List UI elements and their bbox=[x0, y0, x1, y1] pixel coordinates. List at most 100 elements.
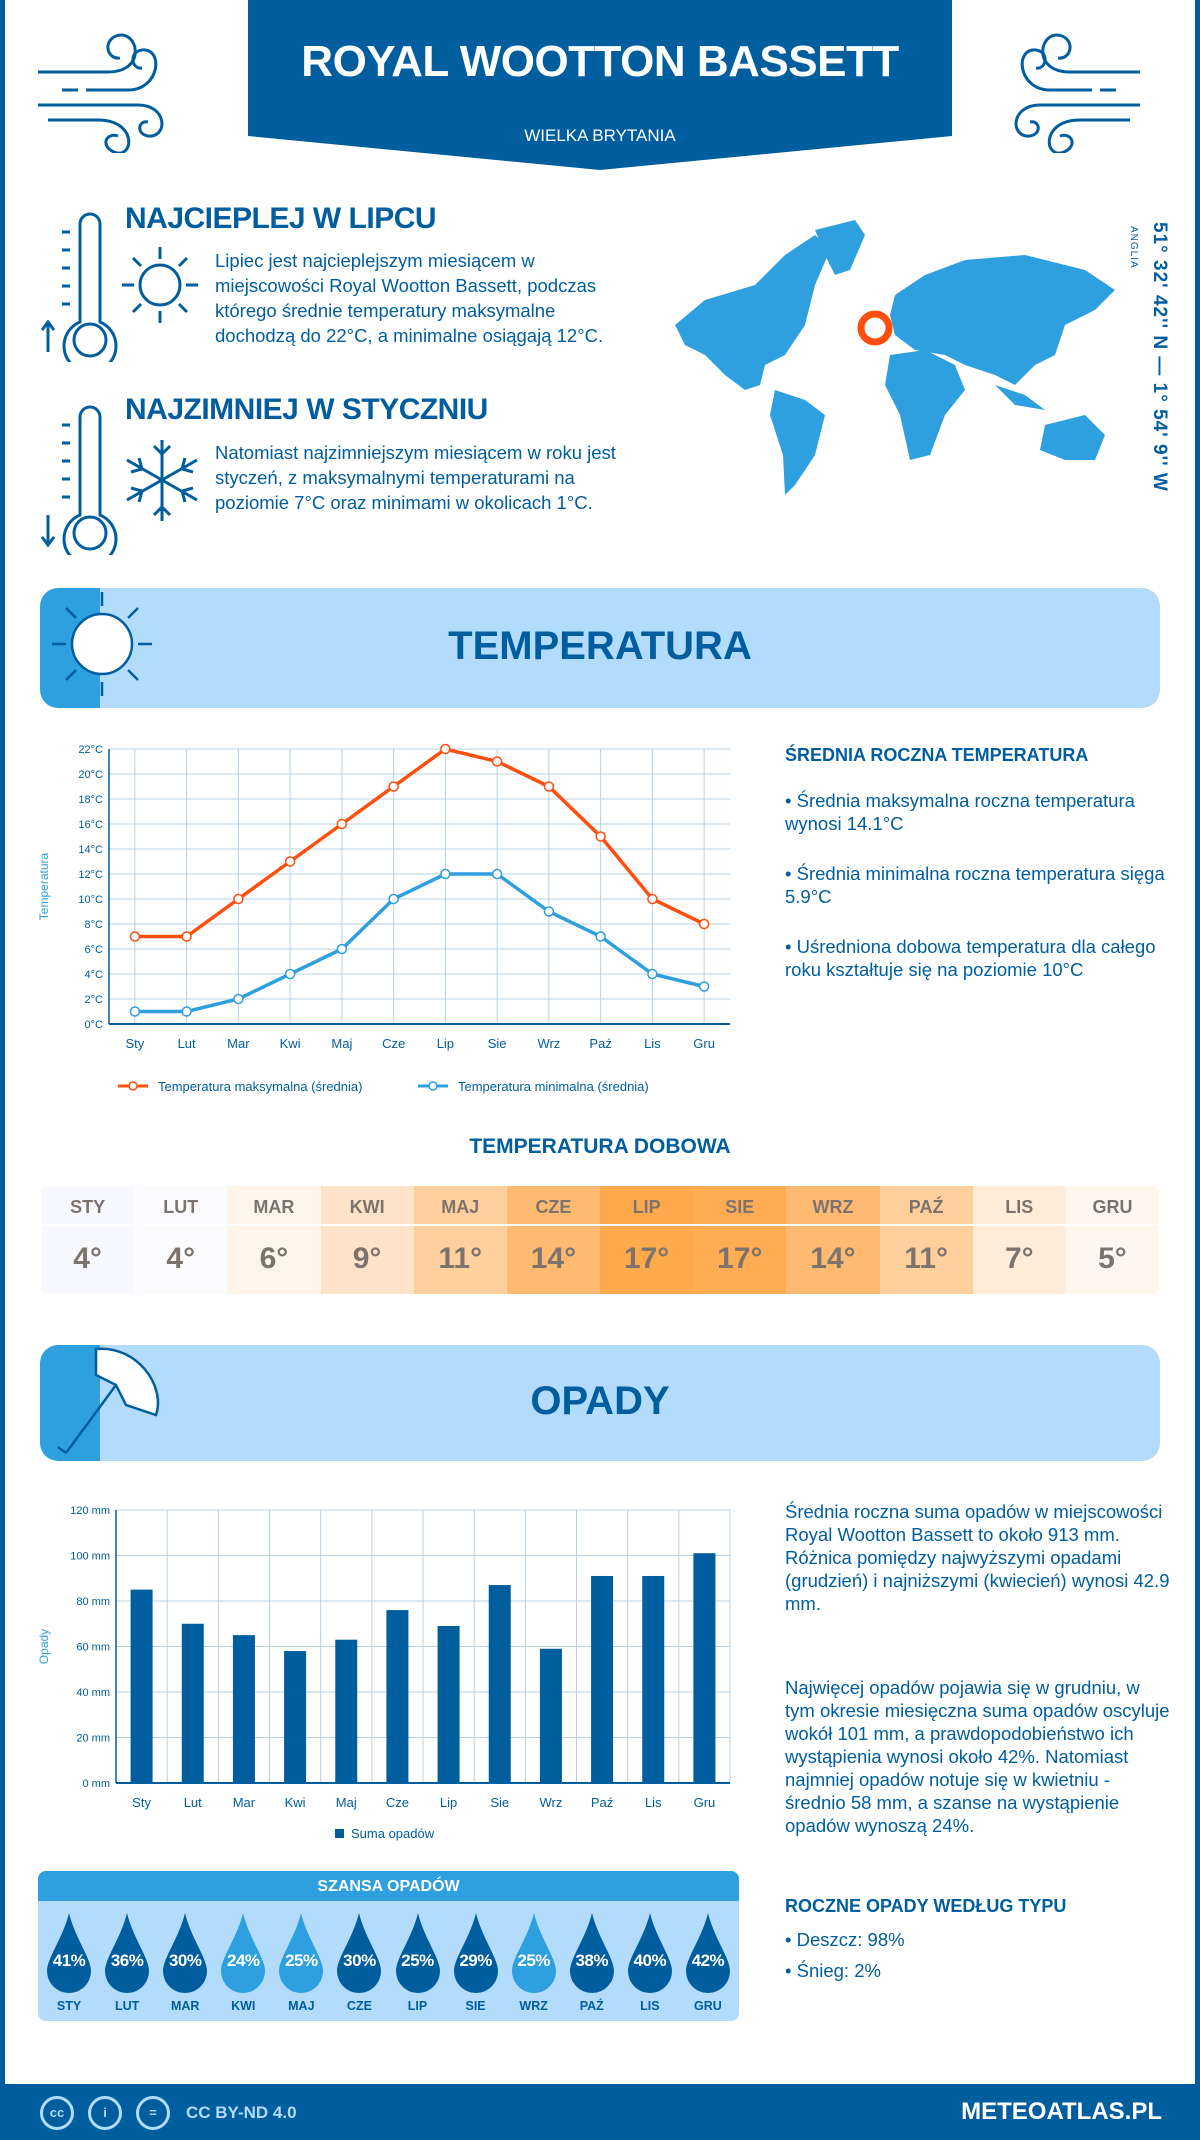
chance-value: 25% bbox=[285, 1951, 318, 1970]
bar bbox=[693, 1553, 716, 1783]
data-point bbox=[181, 1006, 192, 1017]
coordinates: 51° 32' 42'' N — 1° 54' 9'' W bbox=[1149, 222, 1170, 492]
data-point bbox=[129, 1006, 141, 1017]
chance-value: 30% bbox=[343, 1951, 376, 1970]
data-point bbox=[233, 893, 244, 905]
chance-value: 24% bbox=[227, 1951, 260, 1970]
temp-summary-heading: ŚREDNIA ROCZNA TEMPERATURA bbox=[785, 745, 1089, 765]
temperature-section-title: TEMPERATURA bbox=[448, 624, 752, 668]
x-tick-label: Lip bbox=[440, 1795, 457, 1810]
daily-temp-value: 11° bbox=[438, 1242, 483, 1275]
sun-icon bbox=[122, 247, 198, 323]
daily-temp-value: 17° bbox=[623, 1242, 670, 1275]
series-line bbox=[134, 747, 705, 939]
x-tick-label: Lut bbox=[184, 1795, 202, 1810]
precip-chance-paź: 38% PAŹ bbox=[563, 1901, 621, 2021]
data-point bbox=[233, 993, 244, 1005]
bar bbox=[335, 1639, 358, 1783]
daily-temp-paź: PAŹ 11° bbox=[879, 1186, 973, 1294]
chance-value: 25% bbox=[401, 1951, 434, 1970]
x-tick-label: Kwi bbox=[280, 1036, 301, 1051]
x-tick-label: Lip bbox=[437, 1036, 454, 1051]
y-tick-label: 0°C bbox=[85, 1019, 104, 1031]
data-point bbox=[284, 856, 296, 867]
raindrop-icon bbox=[685, 1913, 730, 1993]
month-label: MAJ bbox=[288, 1999, 315, 2013]
raindrop-icon bbox=[105, 1913, 150, 1993]
x-tick-label: Wrz bbox=[539, 1795, 562, 1810]
bar bbox=[488, 1585, 511, 1783]
data-point bbox=[698, 981, 710, 992]
y-axis-title: Temperatura bbox=[37, 852, 51, 920]
y-axis-title: Opady bbox=[37, 1629, 51, 1664]
y-tick-label: 20 mm bbox=[76, 1733, 110, 1745]
data-point bbox=[336, 943, 348, 955]
data-point bbox=[440, 743, 451, 755]
precip-chance-sty: 41% STY bbox=[40, 1901, 98, 2021]
legend-swatch bbox=[335, 1829, 344, 1838]
precip-section-header: OPADY bbox=[40, 1345, 1160, 1461]
daily-temp-value: 14° bbox=[810, 1242, 856, 1275]
legend-label: Temperatura maksymalna (średnia) bbox=[158, 1079, 362, 1094]
banner-shape bbox=[248, 0, 952, 170]
bar bbox=[181, 1623, 204, 1783]
precip-section-title: OPADY bbox=[530, 1379, 670, 1423]
legend-marker bbox=[428, 1081, 438, 1091]
chance-value: 25% bbox=[517, 1951, 550, 1970]
license-label: CC BY-ND 4.0 bbox=[186, 2103, 297, 2122]
daily-temp-lip: LIP 17° bbox=[600, 1186, 694, 1294]
y-tick-label: 16°C bbox=[78, 819, 103, 831]
daily-temp-mar: MAR 6° bbox=[227, 1186, 321, 1294]
daily-temp-table: STY 4° LUT 4° MAR 6° KWI 9° MAJ 11° CZE 14° LIP 17° SI… bbox=[41, 1186, 1159, 1294]
coldest-heading: NAJZIMNIEJ W STYCZNIU bbox=[125, 393, 488, 426]
x-tick-label: Paź bbox=[591, 1795, 613, 1810]
precip-chance-gru: 42% GRU bbox=[679, 1901, 737, 2021]
month-label: LIP bbox=[407, 1999, 428, 2013]
daily-temp-lut: LUT 4° bbox=[134, 1186, 228, 1294]
hottest-text: Lipiec jest najcieplejszym miesiącem w m… bbox=[215, 250, 604, 346]
bar bbox=[437, 1626, 460, 1783]
data-point bbox=[698, 918, 710, 930]
x-tick-label: Cze bbox=[382, 1036, 405, 1051]
precip-chance-panel: SZANSA OPADÓW 41% STY 36% LUT 30% MAR 24% KWI 25… bbox=[38, 1871, 739, 2021]
x-tick-label: Maj bbox=[336, 1795, 357, 1810]
month-label: LIS bbox=[640, 1999, 660, 2013]
bar bbox=[232, 1635, 255, 1783]
month-label: MAR bbox=[227, 1186, 321, 1226]
precip-type-rain: • Deszcz: 98% bbox=[785, 1929, 905, 1950]
month-label: STY bbox=[56, 1999, 82, 2013]
x-tick-label: Maj bbox=[331, 1036, 352, 1051]
raindrop-icon bbox=[163, 1913, 208, 1993]
raindrop-icon bbox=[279, 1913, 324, 1993]
month-label: GRU bbox=[1065, 1186, 1159, 1226]
month-label: CZE bbox=[506, 1186, 601, 1226]
snowflake-icon bbox=[126, 440, 198, 521]
data-point bbox=[647, 893, 658, 905]
daily-temp-value: 9° bbox=[352, 1242, 382, 1275]
daily-temp-value: 4° bbox=[73, 1242, 102, 1275]
data-point bbox=[491, 868, 503, 880]
daily-temp-value: 17° bbox=[717, 1242, 763, 1275]
precip-text-2: Najwięcej opadów pojawia się w grudniu, … bbox=[785, 1677, 1170, 1836]
y-tick-label: 4°C bbox=[85, 969, 104, 981]
daily-temp-value: 6° bbox=[259, 1242, 289, 1275]
x-tick-label: Lis bbox=[645, 1795, 662, 1810]
brand-link[interactable]: METEOATLAS.PL bbox=[961, 2098, 1162, 2125]
daily-temp-value: 7° bbox=[1004, 1242, 1034, 1275]
month-label: MAJ bbox=[413, 1186, 507, 1226]
y-tick-label: 22°C bbox=[78, 744, 103, 756]
bar bbox=[642, 1575, 665, 1783]
sun-icon bbox=[52, 592, 152, 696]
y-tick-label: 0 mm bbox=[83, 1778, 111, 1790]
precip-chance-title: SZANSA OPADÓW bbox=[38, 1871, 739, 1901]
precip-chance-sie: 29% SIE bbox=[447, 1901, 505, 2021]
series-line bbox=[134, 872, 705, 1014]
x-tick-label: Lis bbox=[644, 1036, 661, 1051]
location-marker bbox=[857, 310, 893, 346]
wind-icon bbox=[38, 33, 164, 153]
y-tick-label: 12°C bbox=[78, 869, 103, 881]
page-title: ROYAL WOOTTON BASSETT bbox=[301, 37, 899, 86]
data-point bbox=[440, 868, 451, 880]
section-corner bbox=[40, 1345, 100, 1461]
bar bbox=[130, 1589, 153, 1783]
